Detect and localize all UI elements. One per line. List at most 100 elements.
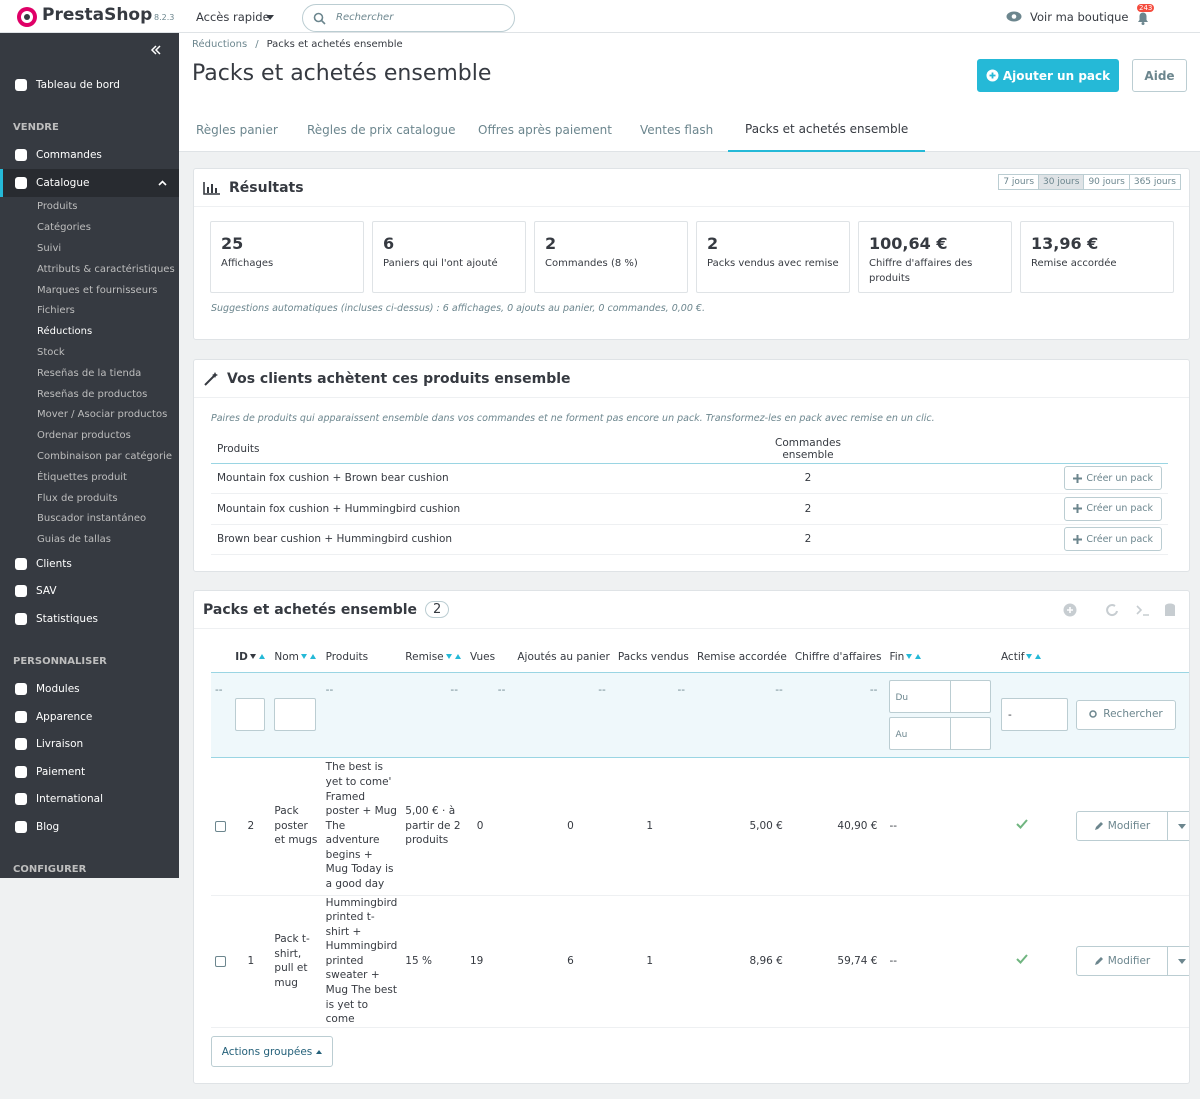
check-shape [1016,819,1028,829]
nav-subitem[interactable]: Mover / Asociar productos [37,409,168,421]
tab[interactable]: Règles de prix catalogue [307,123,456,137]
period-button[interactable]: 365 jours [1128,174,1181,190]
column-header: Remise [401,642,466,672]
tab[interactable]: Packs et achetés ensemble [728,108,926,152]
create-pack-button[interactable]: Créer un pack [1064,466,1162,491]
nav-item[interactable]: Paiement [0,758,179,786]
period-button[interactable]: 90 jours [1083,174,1130,190]
date-input[interactable]: Au [889,716,992,750]
nav-item[interactable]: Clients [0,550,179,578]
nav-subitem[interactable]: Flux de produits [37,492,118,504]
nav-subitem[interactable]: Combinaison par catégorie [37,450,173,462]
bell-icon[interactable] [1136,10,1150,25]
nav-subitem[interactable]: Reseñas de la tienda [37,367,142,379]
status-select[interactable]: - [1000,698,1068,731]
edit-dropdown[interactable] [1167,946,1189,977]
add-pack-button[interactable]: Ajouter un pack [977,59,1119,92]
nav-label: SAV [36,585,57,598]
nav-item[interactable]: Catalogue [0,169,179,197]
search[interactable]: Rechercher [302,4,515,32]
kpi-label: Commandes (8 %) [545,258,638,269]
filter-input[interactable] [235,698,266,731]
nav-subitem[interactable]: Guias de tallas [37,534,112,546]
edit-button[interactable]: Modifier [1076,946,1168,977]
date-input[interactable]: Du [889,679,992,713]
discount_given-cell: 8,96 € [749,954,783,967]
sort-down [300,653,307,659]
nav-subitem[interactable]: Fichiers [37,305,75,317]
quick-access[interactable]: Accès rapide [196,10,270,24]
filter-cell: -- [791,672,886,757]
edit-button[interactable]: Modifier [1076,811,1168,841]
nav-subitem[interactable]: Réductions [37,326,93,338]
icon [15,176,27,189]
sort-icon[interactable] [300,653,317,660]
nav-subitem[interactable]: Étiquettes produit [37,471,127,483]
view-shop[interactable]: Voir ma boutique [1030,10,1129,24]
filter-empty: -- [497,683,506,696]
nav-item[interactable]: Tableau de bord [0,71,179,99]
column-label: Packs vendus [617,650,689,663]
nav-subitem[interactable]: Reseñas de productos [37,388,148,400]
tab[interactable]: Règles panier [196,123,278,137]
nav-subitem[interactable]: Stock [37,346,65,358]
nav-item[interactable]: Statistiques [0,605,179,633]
nav-item[interactable]: Blog [0,813,179,841]
sort-icon[interactable] [249,653,266,660]
nav-item[interactable]: Commandes [0,142,179,170]
tab[interactable]: Ventes flash [640,123,714,137]
nav-subitem[interactable]: Marques et fournisseurs [37,284,158,296]
icon-shape [15,78,27,91]
period-button[interactable]: 7 jours [998,174,1040,190]
page-title: Packs et achetés ensemble [192,61,492,86]
logo-icon [17,7,37,27]
caret [1178,823,1186,829]
revenue-cell: 59,74 € [837,954,878,967]
column-label: Remise [405,650,444,663]
filter-empty: -- [450,683,458,696]
nav-item[interactable]: Apparence [0,703,179,731]
icon [15,78,27,91]
nav-item[interactable]: Livraison [0,731,179,759]
id-cell: 1 [247,954,255,967]
tab[interactable]: Offres après paiement [478,123,612,137]
column-header: Commandes ensemble [775,436,841,461]
collapse-icon[interactable] [150,45,162,55]
label: Créer un pack [1086,503,1153,515]
search-button[interactable]: Rechercher [1076,699,1176,730]
nav-subitem[interactable]: Buscador instantáneo [37,513,147,525]
nav-section: VENDRE [13,121,59,133]
filter-input[interactable] [274,698,317,731]
nav-item[interactable]: Modules [0,676,179,704]
toolbar-icons[interactable] [1063,602,1183,618]
sort-icon[interactable] [445,653,462,660]
breadcrumb-item[interactable]: Réductions [192,39,248,50]
edit-dropdown[interactable] [1167,811,1189,841]
action-cell: Créer un pack [868,463,1168,494]
nav-item[interactable]: SAV [0,578,179,606]
nav-subitem[interactable]: Catégories [37,222,91,234]
help-button[interactable]: Aide [1132,59,1187,92]
sort-icon[interactable] [1026,653,1042,660]
top-bar: PrestaShop 8.2.3 Accès rapide Rechercher… [0,0,1200,33]
sort-icon[interactable] [906,653,922,660]
logo[interactable]: PrestaShop [42,5,153,25]
views-cell: 0 [476,819,484,832]
name-cell: Pack poster et mugs [274,805,318,847]
nav-subitem[interactable]: Produits [37,201,78,213]
packs-table: ID Nom Produits Remise Vues Ajoutés au panier… [211,642,1189,1028]
nav-subitem[interactable]: Attributs & caractéristiques [37,263,175,275]
table-row: 2 Pack poster et mugs The best is yet to c… [211,757,1189,895]
create-pack-button[interactable]: Créer un pack [1064,496,1162,521]
period-button[interactable]: 30 jours [1038,174,1085,190]
bulk-actions-button[interactable]: Actions groupées [211,1036,333,1067]
column-header: Packs vendus [614,642,693,672]
column-label: Fin [889,650,905,663]
nav-item[interactable]: International [0,786,179,814]
nav-subitem[interactable]: Ordenar productos [37,430,131,442]
create-pack-button[interactable]: Créer un pack [1064,527,1162,552]
kpi-label: Paniers qui l'ont ajouté [383,258,498,269]
nav-subitem[interactable]: Suivi [37,242,62,254]
checkbox[interactable] [215,955,226,967]
checkbox[interactable] [215,820,226,832]
